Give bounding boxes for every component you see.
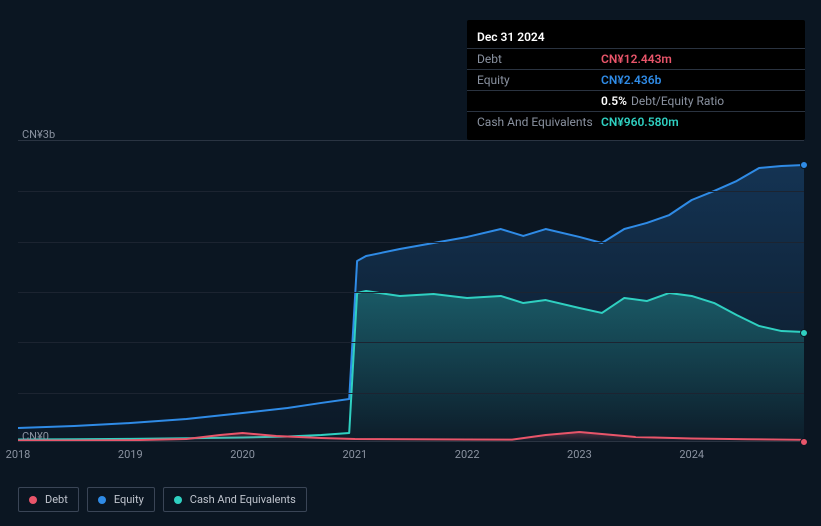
x-axis-tick: 2020 — [230, 448, 255, 461]
legend-dot-icon — [29, 496, 37, 504]
legend-item-equity[interactable]: Equity — [87, 487, 155, 512]
tooltip-value: CN¥12.443m — [601, 52, 672, 66]
tooltip-row: 0.5%Debt/Equity Ratio — [467, 90, 805, 111]
tooltip-row: Cash And EquivalentsCN¥960.580m — [467, 111, 805, 132]
y-axis-label: CN¥3b — [22, 128, 55, 141]
series-area-cash-and-equivalents — [18, 291, 804, 441]
legend-label: Cash And Equivalents — [190, 493, 296, 506]
legend-item-debt[interactable]: Debt — [18, 487, 79, 512]
end-marker — [800, 161, 808, 169]
x-axis-tick: 2023 — [567, 448, 592, 461]
tooltip-value: 0.5%Debt/Equity Ratio — [601, 94, 724, 108]
x-axis-tick: 2022 — [455, 448, 480, 461]
x-axis-tick: 2019 — [118, 448, 143, 461]
tooltip-label: Equity — [477, 73, 601, 87]
data-tooltip: Dec 31 2024 DebtCN¥12.443mEquityCN¥2.436… — [467, 20, 805, 140]
x-axis-tick: 2021 — [342, 448, 367, 461]
tooltip-label: Debt — [477, 52, 601, 66]
legend-label: Equity — [114, 493, 144, 506]
legend-dot-icon — [174, 496, 182, 504]
x-axis-tick: 2024 — [679, 448, 704, 461]
end-marker — [800, 438, 808, 446]
tooltip-value: CN¥2.436b — [601, 73, 661, 87]
tooltip-label — [477, 94, 601, 108]
legend: Debt Equity Cash And Equivalents — [18, 487, 307, 512]
tooltip-row: EquityCN¥2.436b — [467, 69, 805, 90]
tooltip-row: DebtCN¥12.443m — [467, 48, 805, 69]
y-axis-label: CN¥0 — [22, 430, 49, 443]
legend-item-cash-and-equivalents[interactable]: Cash And Equivalents — [163, 487, 307, 512]
legend-dot-icon — [98, 496, 106, 504]
x-axis-tick: 2018 — [6, 448, 31, 461]
tooltip-label: Cash And Equivalents — [477, 115, 601, 129]
chart-plot-area: 2018201920202021202220232024 — [18, 140, 804, 442]
chart-svg — [18, 141, 804, 441]
legend-label: Debt — [45, 493, 68, 506]
tooltip-value: CN¥960.580m — [601, 115, 679, 129]
end-marker — [800, 329, 808, 337]
tooltip-date: Dec 31 2024 — [467, 28, 805, 48]
